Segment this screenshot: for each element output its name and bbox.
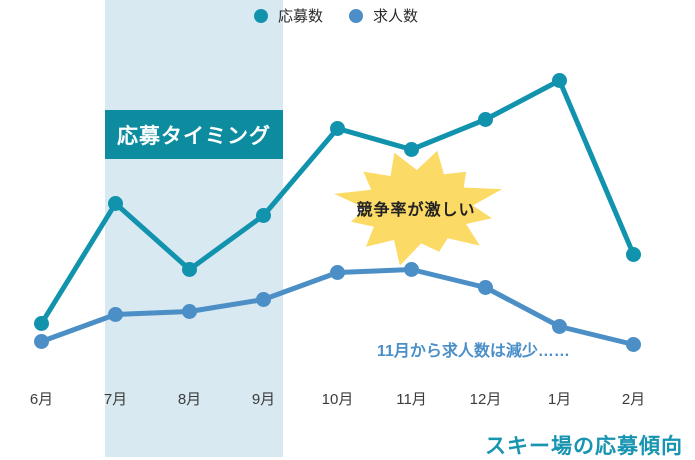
data-point [108, 307, 123, 322]
highlight-band [105, 0, 283, 457]
x-axis-label: 8月 [177, 391, 202, 408]
data-point [626, 337, 641, 352]
starburst-shape [334, 150, 502, 266]
applications-series-dot-icon [254, 8, 268, 23]
data-point [182, 262, 197, 277]
legend-label-applications: 応募数 [278, 8, 324, 25]
legend-item-applications: 応募数 [254, 5, 323, 26]
data-point [34, 316, 49, 331]
data-point [478, 280, 493, 295]
application-timing-callout: 応募タイミング [105, 110, 283, 159]
application-timing-label: 応募タイミング [117, 124, 271, 148]
data-point [552, 319, 567, 334]
data-point [182, 304, 197, 319]
data-point [478, 112, 493, 127]
x-axis-label: 11月 [396, 391, 427, 408]
chart-title: スキー場の応募傾向 [485, 435, 683, 458]
data-point [330, 121, 345, 136]
legend-item-jobs: 求人数 [349, 5, 418, 26]
jobs-series-dot-icon [349, 8, 364, 23]
jobs-series [34, 262, 641, 352]
x-axis-label: 7月 [103, 391, 128, 408]
legend: 応募数 求人数 [254, 5, 418, 26]
x-axis-label: 6月 [29, 391, 54, 408]
data-point [552, 73, 567, 88]
x-axis-label: 2月 [621, 391, 646, 408]
decline-note: 11月から求人数は減少…… [377, 343, 570, 360]
data-point [330, 265, 345, 280]
applications-series [34, 73, 641, 331]
x-axis-label: 9月 [251, 391, 276, 408]
data-point [256, 208, 271, 223]
data-point [108, 196, 123, 211]
competition-burst-label: 競争率が激しい [356, 202, 476, 219]
legend-label-jobs: 求人数 [373, 8, 419, 25]
data-point [256, 292, 271, 307]
x-axis-label: 10月 [321, 391, 354, 408]
data-point [404, 262, 419, 277]
x-axis-label: 12月 [469, 391, 502, 408]
data-point [404, 142, 419, 157]
data-point [626, 247, 641, 262]
data-point [34, 334, 49, 349]
x-axis-label: 1月 [547, 391, 572, 408]
